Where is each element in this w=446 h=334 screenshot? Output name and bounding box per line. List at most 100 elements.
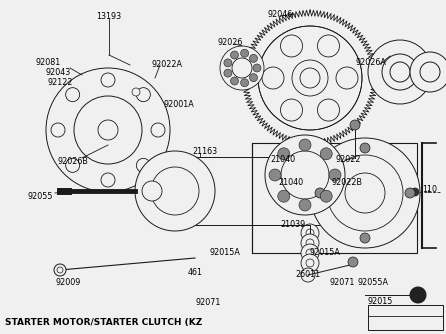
Circle shape xyxy=(329,169,341,181)
Circle shape xyxy=(336,67,358,89)
Circle shape xyxy=(281,35,302,57)
Text: 92122: 92122 xyxy=(48,78,74,87)
Circle shape xyxy=(299,139,311,151)
Circle shape xyxy=(224,69,232,77)
Circle shape xyxy=(132,88,140,96)
Circle shape xyxy=(74,96,142,164)
Circle shape xyxy=(306,249,314,257)
Circle shape xyxy=(98,120,118,140)
Circle shape xyxy=(232,58,252,78)
Text: 92015A: 92015A xyxy=(210,248,241,257)
Text: 92026A: 92026A xyxy=(356,58,387,67)
Circle shape xyxy=(411,188,419,196)
Circle shape xyxy=(240,79,248,87)
Circle shape xyxy=(66,88,80,102)
Circle shape xyxy=(220,46,264,90)
Text: 461: 461 xyxy=(188,268,203,277)
Bar xyxy=(348,194,370,201)
Bar xyxy=(348,176,370,183)
Circle shape xyxy=(360,233,370,243)
Text: STARTER MOTOR/STARTER CLUTCH (KZ: STARTER MOTOR/STARTER CLUTCH (KZ xyxy=(5,318,202,327)
Circle shape xyxy=(135,151,215,231)
Circle shape xyxy=(360,143,370,153)
Text: 92015: 92015 xyxy=(368,297,393,306)
Circle shape xyxy=(301,244,319,262)
Bar xyxy=(368,305,443,330)
Circle shape xyxy=(306,259,314,267)
Circle shape xyxy=(320,148,332,160)
Text: 92009: 92009 xyxy=(55,278,80,287)
Bar xyxy=(348,158,370,165)
Circle shape xyxy=(136,88,150,102)
Circle shape xyxy=(258,26,362,130)
Text: 92026B: 92026B xyxy=(58,157,89,166)
Circle shape xyxy=(420,62,440,82)
Circle shape xyxy=(410,52,446,92)
Circle shape xyxy=(368,40,432,104)
Circle shape xyxy=(231,51,239,59)
Text: 92055A: 92055A xyxy=(358,278,389,287)
Circle shape xyxy=(142,181,162,201)
Bar xyxy=(175,157,365,225)
Circle shape xyxy=(301,268,315,282)
Circle shape xyxy=(151,167,199,215)
Text: 92046: 92046 xyxy=(268,10,293,19)
Bar xyxy=(348,167,370,174)
Bar xyxy=(252,143,417,253)
Circle shape xyxy=(231,77,239,85)
Circle shape xyxy=(301,254,319,272)
Circle shape xyxy=(410,287,426,303)
Text: 92022B: 92022B xyxy=(332,178,363,187)
Text: 92043: 92043 xyxy=(45,68,70,77)
Circle shape xyxy=(292,60,328,96)
Circle shape xyxy=(405,188,415,198)
Text: 92022A: 92022A xyxy=(152,60,183,69)
Circle shape xyxy=(318,99,339,121)
Circle shape xyxy=(240,49,248,57)
Circle shape xyxy=(306,229,314,237)
Circle shape xyxy=(249,73,257,81)
Text: 92081: 92081 xyxy=(36,58,61,67)
Text: 92071: 92071 xyxy=(196,298,221,307)
Circle shape xyxy=(249,54,257,62)
Text: 13193: 13193 xyxy=(96,12,122,21)
Circle shape xyxy=(51,123,65,137)
Circle shape xyxy=(54,264,66,276)
Circle shape xyxy=(348,257,358,267)
Circle shape xyxy=(350,120,360,130)
Circle shape xyxy=(310,138,420,248)
Text: 21039: 21039 xyxy=(280,220,305,229)
Circle shape xyxy=(253,64,261,72)
Circle shape xyxy=(299,199,311,211)
Circle shape xyxy=(265,135,345,215)
Bar xyxy=(348,185,370,192)
Circle shape xyxy=(66,158,80,172)
Text: 92071: 92071 xyxy=(330,278,355,287)
Circle shape xyxy=(101,173,115,187)
Circle shape xyxy=(224,59,232,67)
Text: 21040: 21040 xyxy=(270,155,295,164)
Circle shape xyxy=(301,234,319,252)
Circle shape xyxy=(278,190,290,202)
Circle shape xyxy=(320,190,332,202)
Circle shape xyxy=(278,148,290,160)
Circle shape xyxy=(327,155,403,231)
Circle shape xyxy=(281,99,302,121)
Circle shape xyxy=(315,188,325,198)
Circle shape xyxy=(390,62,410,82)
Circle shape xyxy=(281,151,329,199)
Circle shape xyxy=(262,67,284,89)
Circle shape xyxy=(345,173,385,213)
Circle shape xyxy=(306,239,314,247)
Circle shape xyxy=(382,54,418,90)
Text: 92026: 92026 xyxy=(218,38,244,47)
Circle shape xyxy=(151,123,165,137)
Circle shape xyxy=(318,35,339,57)
Circle shape xyxy=(300,68,320,88)
Circle shape xyxy=(136,158,150,172)
Text: 26011: 26011 xyxy=(295,270,320,279)
Text: 92001A: 92001A xyxy=(163,100,194,109)
Text: 110: 110 xyxy=(422,185,437,194)
Circle shape xyxy=(269,169,281,181)
Text: 92015A: 92015A xyxy=(310,248,341,257)
